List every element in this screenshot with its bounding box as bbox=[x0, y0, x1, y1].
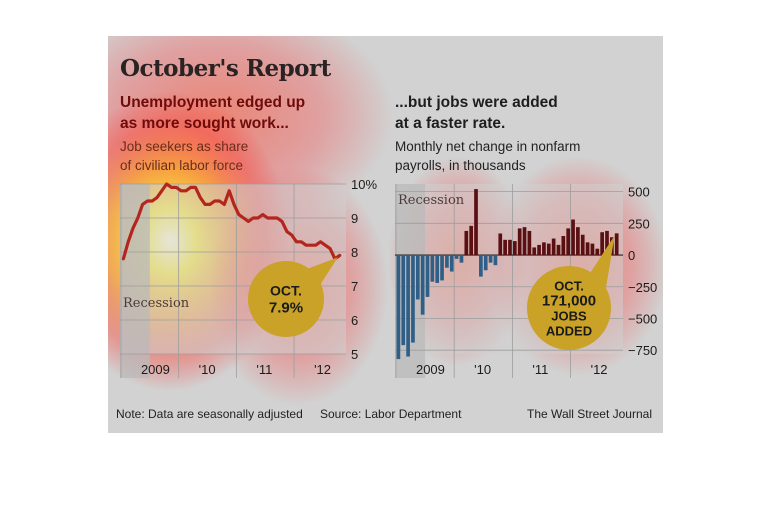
payroll-bar bbox=[561, 236, 566, 256]
payroll-bar bbox=[580, 234, 585, 256]
payroll-bar bbox=[498, 233, 503, 256]
payroll-bar bbox=[479, 255, 483, 277]
payroll-bar bbox=[522, 227, 527, 256]
payroll-bar bbox=[488, 255, 493, 263]
recession-label: Recession bbox=[123, 296, 190, 311]
payroll-bar bbox=[469, 225, 474, 256]
y-tick-label: −500 bbox=[628, 311, 657, 326]
y-tick-label: 500 bbox=[628, 185, 650, 200]
unemployment-line bbox=[121, 182, 342, 261]
footer-credit: The Wall Street Journal bbox=[527, 407, 652, 421]
left-heading: Unemployment edged up as more sought wor… bbox=[120, 92, 305, 134]
payroll-bar bbox=[532, 247, 537, 256]
left-subtitle: Job seekers as share of civilian labor f… bbox=[120, 137, 248, 175]
callout-bubble bbox=[248, 261, 324, 337]
x-tick-label: '11 bbox=[256, 362, 272, 377]
right-subtitle-line2: payrolls, in thousands bbox=[395, 158, 526, 173]
payroll-bar bbox=[464, 230, 469, 256]
payroll-bar bbox=[600, 232, 604, 256]
payroll-bar bbox=[556, 244, 561, 256]
payroll-bar bbox=[512, 241, 517, 256]
payroll-bar bbox=[542, 242, 546, 256]
payroll-bar bbox=[585, 242, 590, 256]
callout-text: 171,000 bbox=[542, 293, 596, 310]
x-tick-label: '11 bbox=[532, 362, 548, 377]
x-tick-label: 2009 bbox=[141, 362, 170, 377]
payroll-bar bbox=[396, 255, 401, 360]
payroll-bar bbox=[435, 255, 440, 283]
right-subtitle-line1: Monthly net change in nonfarm bbox=[395, 139, 581, 154]
footer-source: Source: Labor Department bbox=[320, 407, 462, 421]
payroll-bar bbox=[614, 233, 619, 256]
payroll-bar bbox=[590, 243, 595, 256]
payroll-bar bbox=[425, 255, 430, 297]
x-tick-label: '12 bbox=[591, 362, 608, 377]
callout-text: ADDED bbox=[546, 324, 592, 339]
payroll-bar bbox=[406, 255, 410, 357]
x-tick-label: 2009 bbox=[416, 362, 445, 377]
callout-text: OCT. bbox=[554, 279, 584, 294]
right-heading: ...but jobs were added at a faster rate. bbox=[395, 92, 558, 134]
payrolls-chart: 500 250 0 −250 −500 −750 2009 '10 '11 '12 Recessio… bbox=[395, 184, 657, 378]
left-subtitle-line1: Job seekers as share bbox=[120, 139, 249, 154]
callout-bubble bbox=[527, 266, 611, 350]
payroll-bar bbox=[454, 255, 459, 259]
y-tick-label: 9 bbox=[351, 211, 358, 226]
payroll-bar bbox=[595, 248, 600, 256]
unemployment-chart: 10% 9 8 7 6 5 2009 '10 '11 '12 Recession OCT.7.9% bbox=[120, 177, 377, 378]
recession-label: Recession bbox=[398, 193, 465, 208]
payroll-bar bbox=[411, 255, 415, 343]
payroll-bar bbox=[503, 239, 507, 256]
left-heading-line2: as more sought work... bbox=[120, 115, 289, 132]
y-tick-label: 6 bbox=[351, 313, 358, 328]
y-tick-label: 7 bbox=[351, 279, 358, 294]
payroll-bar bbox=[566, 228, 571, 256]
payroll-bar bbox=[474, 189, 478, 256]
payroll-bar bbox=[493, 255, 498, 266]
payroll-bar bbox=[415, 255, 420, 300]
y-tick-label: −250 bbox=[628, 280, 657, 295]
report-title: October's Report bbox=[120, 55, 331, 82]
payroll-bar bbox=[401, 255, 406, 346]
y-tick-label: 0 bbox=[628, 248, 635, 263]
recession-shading bbox=[120, 184, 150, 378]
left-subtitle-line2: of civilian labor force bbox=[120, 158, 244, 173]
payroll-bar bbox=[420, 255, 425, 315]
payroll-bar bbox=[546, 243, 551, 256]
y-tick-label: 10% bbox=[351, 177, 377, 192]
payroll-bar bbox=[445, 255, 449, 268]
callout-text: 7.9% bbox=[269, 300, 303, 317]
right-heading-line1: ...but jobs were added bbox=[395, 94, 558, 111]
payroll-bar bbox=[508, 239, 512, 256]
payroll-bar bbox=[449, 255, 454, 272]
footer-note: Note: Data are seasonally adjusted bbox=[116, 407, 303, 421]
y-tick-label: 250 bbox=[628, 216, 650, 231]
payroll-bar bbox=[605, 230, 609, 256]
payroll-bar bbox=[571, 219, 575, 256]
payroll-bar bbox=[576, 227, 580, 256]
callout-text: OCT. bbox=[270, 283, 302, 299]
payroll-bar bbox=[537, 244, 541, 256]
payroll-bar bbox=[440, 255, 444, 281]
x-tick-label: '12 bbox=[314, 362, 331, 377]
callout-text: JOBS bbox=[551, 309, 587, 324]
y-tick-label: 8 bbox=[351, 245, 358, 260]
payroll-bar bbox=[551, 238, 556, 256]
payroll-bar bbox=[527, 230, 532, 256]
left-heading-line1: Unemployment edged up bbox=[120, 94, 306, 111]
x-tick-label: '10 bbox=[474, 362, 491, 377]
right-heading-line2: at a faster rate. bbox=[395, 115, 506, 132]
payroll-bar bbox=[430, 255, 435, 282]
payroll-bar bbox=[459, 255, 464, 263]
y-tick-label: −750 bbox=[628, 343, 657, 358]
right-subtitle: Monthly net change in nonfarm payrolls, … bbox=[395, 137, 580, 175]
chart-panel: October's Report Unemployment edged up a… bbox=[108, 36, 663, 433]
x-tick-label: '10 bbox=[199, 362, 216, 377]
payroll-bar bbox=[483, 255, 488, 271]
y-tick-label: 5 bbox=[351, 347, 358, 362]
payroll-bar bbox=[517, 228, 522, 256]
